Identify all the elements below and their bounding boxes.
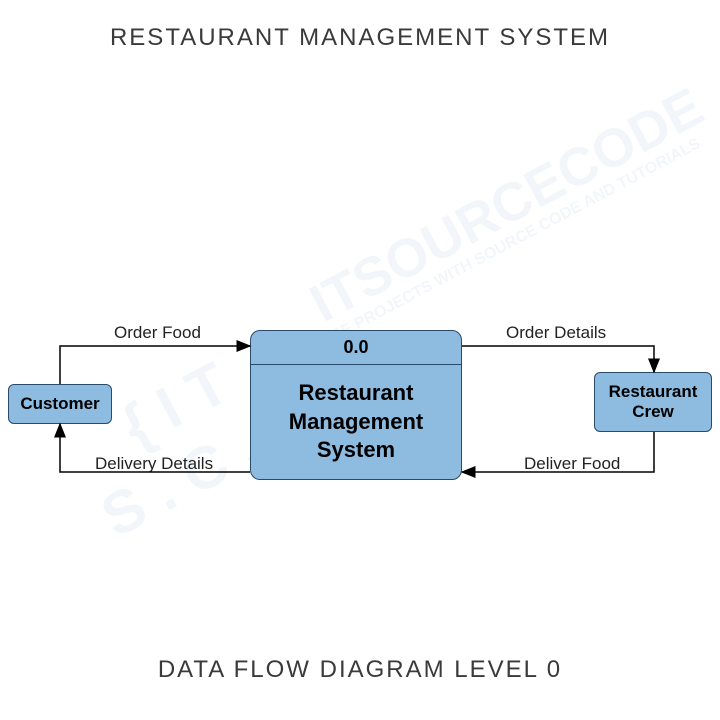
process-label: RestaurantManagementSystem bbox=[251, 365, 461, 479]
process-number: 0.0 bbox=[251, 331, 461, 365]
entity-customer: Customer bbox=[8, 384, 112, 424]
watermark-line-0: ITSOURCECODE bbox=[300, 76, 713, 335]
page-title-bottom: DATA FLOW DIAGRAM LEVEL 0 bbox=[0, 656, 720, 684]
entity-customer-label: Customer bbox=[20, 394, 99, 414]
page-title-top: RESTAURANT MANAGEMENT SYSTEM bbox=[0, 24, 720, 52]
title-bottom-text: DATA FLOW DIAGRAM LEVEL 0 bbox=[158, 656, 562, 683]
process-number-text: 0.0 bbox=[343, 337, 368, 357]
edge-label-3: Deliver Food bbox=[524, 454, 620, 474]
watermark-line-2: { I T bbox=[110, 348, 240, 461]
arrow-1 bbox=[462, 346, 654, 372]
process-label-text: RestaurantManagementSystem bbox=[289, 379, 423, 465]
arrow-0 bbox=[60, 346, 250, 384]
edge-label-0: Order Food bbox=[114, 323, 201, 343]
edge-label-1: Order Details bbox=[506, 323, 606, 343]
process-main: 0.0 RestaurantManagementSystem bbox=[250, 330, 462, 480]
entity-crew-label: RestaurantCrew bbox=[609, 382, 698, 423]
edge-label-2: Delivery Details bbox=[95, 454, 213, 474]
title-top-text: RESTAURANT MANAGEMENT SYSTEM bbox=[110, 24, 610, 51]
entity-crew: RestaurantCrew bbox=[594, 372, 712, 432]
